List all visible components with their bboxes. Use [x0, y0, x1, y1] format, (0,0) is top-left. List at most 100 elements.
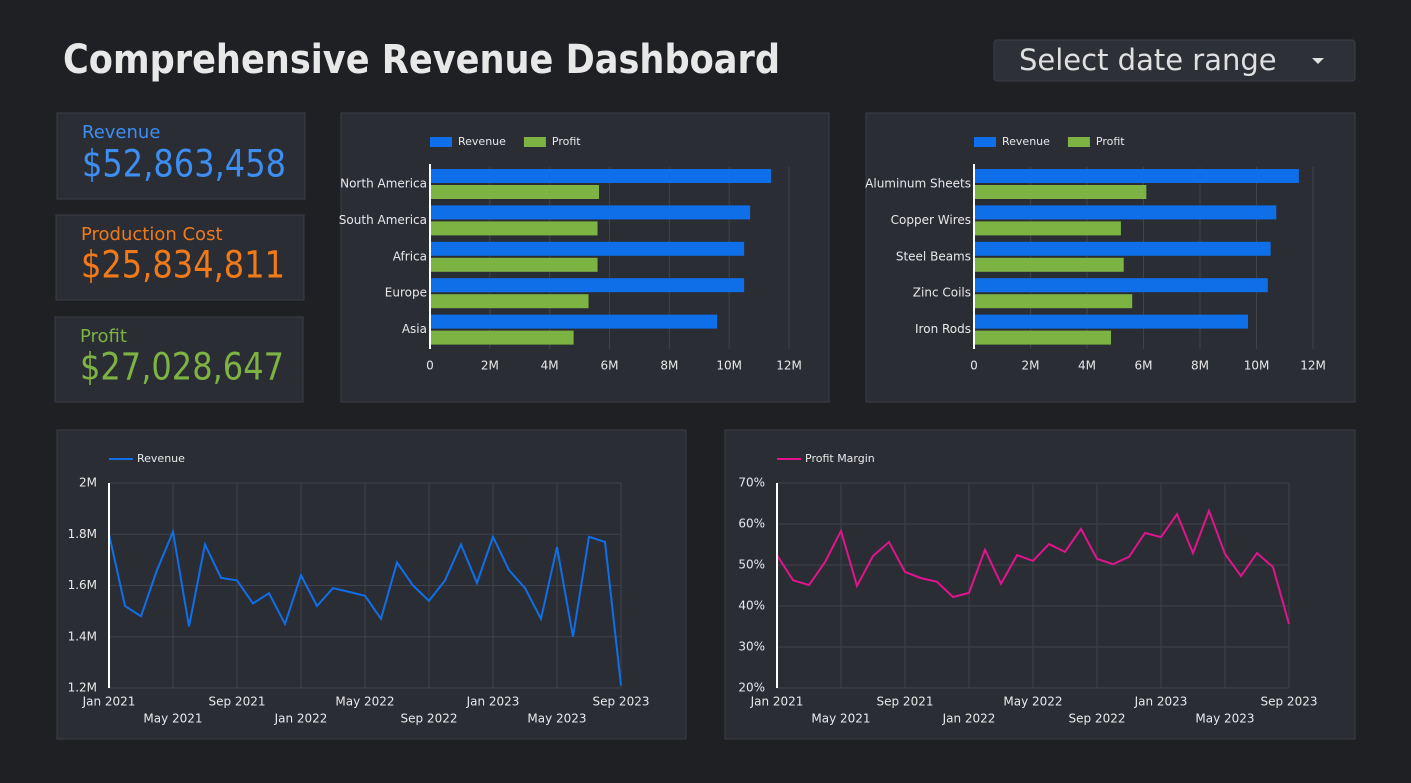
- bar: [430, 221, 598, 236]
- legend-swatch: [1067, 137, 1090, 147]
- x-tick-label: 6M: [1135, 359, 1153, 373]
- bar: [974, 294, 1133, 309]
- legend-swatch: [523, 137, 546, 147]
- x-tick-label: Sep 2022: [401, 712, 458, 726]
- x-tick-label: 12M: [1300, 359, 1326, 373]
- legend-label: Profit: [1096, 135, 1125, 148]
- x-tick-label: May 2021: [143, 712, 202, 726]
- x-tick-label: May 2023: [1195, 712, 1254, 726]
- x-tick-label: May 2022: [335, 695, 394, 709]
- legend-swatch: [430, 137, 452, 147]
- bar: [974, 221, 1121, 236]
- x-tick-label: 4M: [1078, 359, 1096, 373]
- date-range-dropdown[interactable]: Select date range: [993, 39, 1356, 82]
- x-tick-label: Jan 2021: [750, 695, 804, 709]
- bar: [974, 169, 1299, 183]
- bar: [430, 205, 751, 220]
- y-tick-label: Africa: [393, 249, 427, 263]
- x-tick-label: Jan 2023: [1134, 695, 1188, 709]
- x-tick-label: 8M: [1191, 359, 1209, 373]
- bar: [430, 294, 589, 309]
- y-tick-label: Europe: [385, 286, 427, 300]
- x-tick-label: Sep 2023: [593, 695, 650, 709]
- x-tick-label: 6M: [601, 359, 619, 373]
- y-tick-label: 70%: [738, 476, 765, 490]
- kpi-card: [56, 112, 306, 200]
- legend-label: Profit Margin: [805, 452, 875, 465]
- legend-label: Revenue: [1002, 135, 1050, 148]
- x-tick-label: Jan 2022: [274, 712, 328, 726]
- kpi-card: [54, 316, 304, 403]
- bar: [974, 185, 1147, 199]
- legend-label: Profit: [552, 135, 581, 148]
- line-series: [776, 508, 1290, 625]
- x-tick-label: Sep 2021: [877, 695, 934, 709]
- y-tick-label: Aluminum Sheets: [865, 177, 971, 191]
- x-tick-label: 2M: [1022, 359, 1040, 373]
- bar: [430, 278, 745, 293]
- bar: [430, 330, 574, 345]
- chart-panel: [865, 112, 1356, 403]
- y-tick-label: Asia: [402, 322, 427, 336]
- dropdown-label[interactable]: Select date range: [1019, 43, 1277, 77]
- chart-panel: [724, 429, 1356, 740]
- y-tick-label: 1.4M: [68, 629, 97, 643]
- y-tick-label: 40%: [738, 599, 765, 613]
- y-tick-label: Iron Rods: [915, 322, 971, 336]
- y-tick-label: 1.6M: [68, 578, 97, 592]
- x-tick-label: May 2021: [811, 712, 870, 726]
- kpi-value: $27,028,647: [80, 346, 284, 389]
- bar: [974, 241, 1271, 256]
- x-tick-label: 8M: [660, 359, 678, 373]
- y-tick-label: Steel Beams: [896, 249, 971, 263]
- bar: [974, 330, 1112, 345]
- y-tick-label: 30%: [738, 640, 765, 654]
- line-series: [108, 528, 622, 686]
- y-tick-label: 60%: [738, 517, 765, 531]
- kpi-card: [55, 214, 305, 301]
- bar: [430, 257, 598, 272]
- kpi-label: Production Cost: [81, 224, 223, 245]
- kpi-label: Revenue: [82, 122, 160, 143]
- y-tick-label: North America: [340, 177, 427, 191]
- bar: [430, 314, 718, 329]
- dropdown-arrow[interactable]: [1312, 58, 1324, 64]
- y-tick-label: 50%: [738, 558, 765, 572]
- bar: [974, 278, 1268, 293]
- dashboard-title: Comprehensive Revenue Dashboard: [63, 37, 780, 83]
- y-tick-label: Zinc Coils: [913, 286, 971, 300]
- legend-swatch: [974, 137, 996, 147]
- y-tick-label: Copper Wires: [891, 213, 971, 227]
- x-tick-label: Jan 2021: [82, 695, 136, 709]
- x-tick-label: Sep 2021: [209, 695, 266, 709]
- bar: [974, 314, 1249, 329]
- x-tick-label: May 2022: [1003, 695, 1062, 709]
- bar: [974, 205, 1277, 220]
- y-tick-label: South America: [339, 213, 427, 227]
- bar: [430, 241, 745, 256]
- legend-label: Revenue: [458, 135, 506, 148]
- kpi-value: $25,834,811: [81, 244, 285, 287]
- y-tick-label: 1.2M: [68, 681, 97, 695]
- bar: [430, 185, 600, 199]
- bar: [430, 169, 772, 183]
- x-tick-label: 2M: [481, 359, 499, 373]
- x-tick-label: Sep 2023: [1261, 695, 1318, 709]
- kpi-label: Profit: [80, 326, 127, 347]
- x-tick-label: 12M: [776, 359, 802, 373]
- x-tick-label: Jan 2023: [466, 695, 520, 709]
- kpi-value: $52,863,458: [82, 143, 286, 186]
- x-tick-label: May 2023: [527, 712, 586, 726]
- chart-panel: [340, 112, 830, 403]
- x-tick-label: 4M: [541, 359, 559, 373]
- x-tick-label: Sep 2022: [1069, 712, 1126, 726]
- legend-label: Revenue: [137, 452, 185, 465]
- y-tick-label: 1.8M: [68, 527, 97, 541]
- x-tick-label: 0: [970, 359, 978, 373]
- bar: [974, 257, 1124, 272]
- x-tick-label: 10M: [1244, 359, 1270, 373]
- y-tick-label: 20%: [738, 681, 765, 695]
- dropdown-box[interactable]: [993, 39, 1356, 82]
- y-tick-label: 2M: [79, 476, 97, 490]
